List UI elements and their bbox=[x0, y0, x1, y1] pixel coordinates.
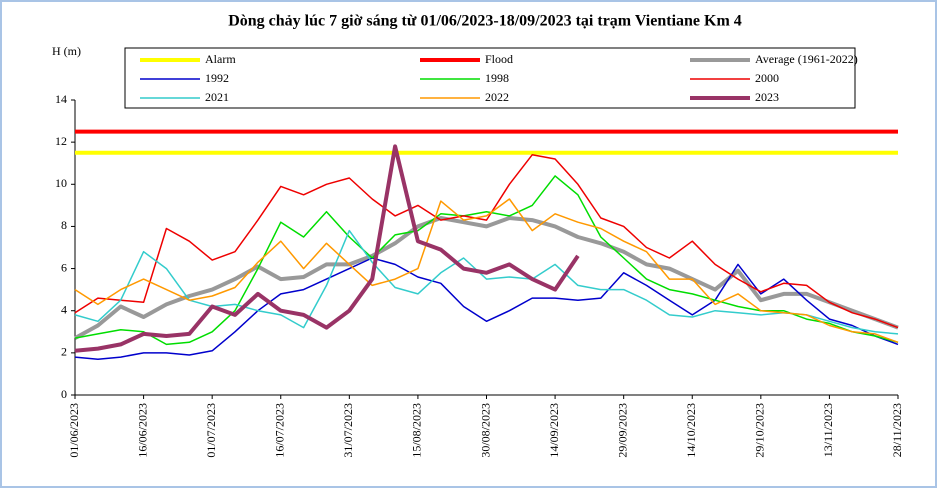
x-tick-label: 13/11/2023 bbox=[821, 403, 835, 457]
legend-label: 1992 bbox=[205, 71, 229, 85]
legend-label: Alarm bbox=[205, 52, 236, 66]
x-tick-label: 14/09/2023 bbox=[547, 403, 561, 458]
chart-title: Dòng chảy lúc 7 giờ sáng từ 01/06/2023-1… bbox=[228, 13, 742, 30]
y-tick-label: 6 bbox=[61, 260, 67, 274]
x-tick-label: 01/07/2023 bbox=[204, 403, 218, 458]
series-line bbox=[74, 216, 899, 340]
x-tick-label: 14/10/2023 bbox=[684, 403, 698, 458]
x-tick-label: 16/07/2023 bbox=[273, 403, 287, 458]
series-line bbox=[74, 154, 899, 329]
legend-label: 2000 bbox=[755, 71, 779, 85]
legend-label: Flood bbox=[485, 52, 513, 66]
x-tick-label: 30/08/2023 bbox=[478, 403, 492, 458]
series-line bbox=[74, 257, 899, 360]
legend-label: Average (1961-2022) bbox=[755, 52, 858, 66]
series-line bbox=[74, 144, 580, 353]
x-tick-label: 29/09/2023 bbox=[615, 403, 629, 458]
y-tick-label: 10 bbox=[55, 176, 67, 190]
legend-label: 2021 bbox=[205, 90, 229, 104]
legend-label: 2023 bbox=[755, 90, 779, 104]
y-tick-label: 14 bbox=[55, 92, 67, 106]
y-tick-label: 12 bbox=[55, 134, 67, 148]
x-tick-label: 28/11/2023 bbox=[890, 403, 904, 457]
x-tick-label: 16/06/2023 bbox=[135, 403, 149, 458]
x-tick-label: 01/06/2023 bbox=[67, 403, 81, 458]
y-tick-label: 2 bbox=[61, 345, 67, 359]
x-tick-label: 29/10/2023 bbox=[753, 403, 767, 458]
y-axis-label: H (m) bbox=[52, 44, 81, 58]
series-line bbox=[74, 198, 899, 344]
x-tick-label: 31/07/2023 bbox=[341, 403, 355, 458]
legend-label: 1998 bbox=[485, 71, 509, 85]
x-tick-label: 15/08/2023 bbox=[410, 403, 424, 458]
legend-label: 2022 bbox=[485, 90, 509, 104]
y-tick-label: 4 bbox=[61, 302, 67, 316]
y-tick-label: 0 bbox=[61, 387, 67, 401]
y-tick-label: 8 bbox=[61, 218, 67, 232]
